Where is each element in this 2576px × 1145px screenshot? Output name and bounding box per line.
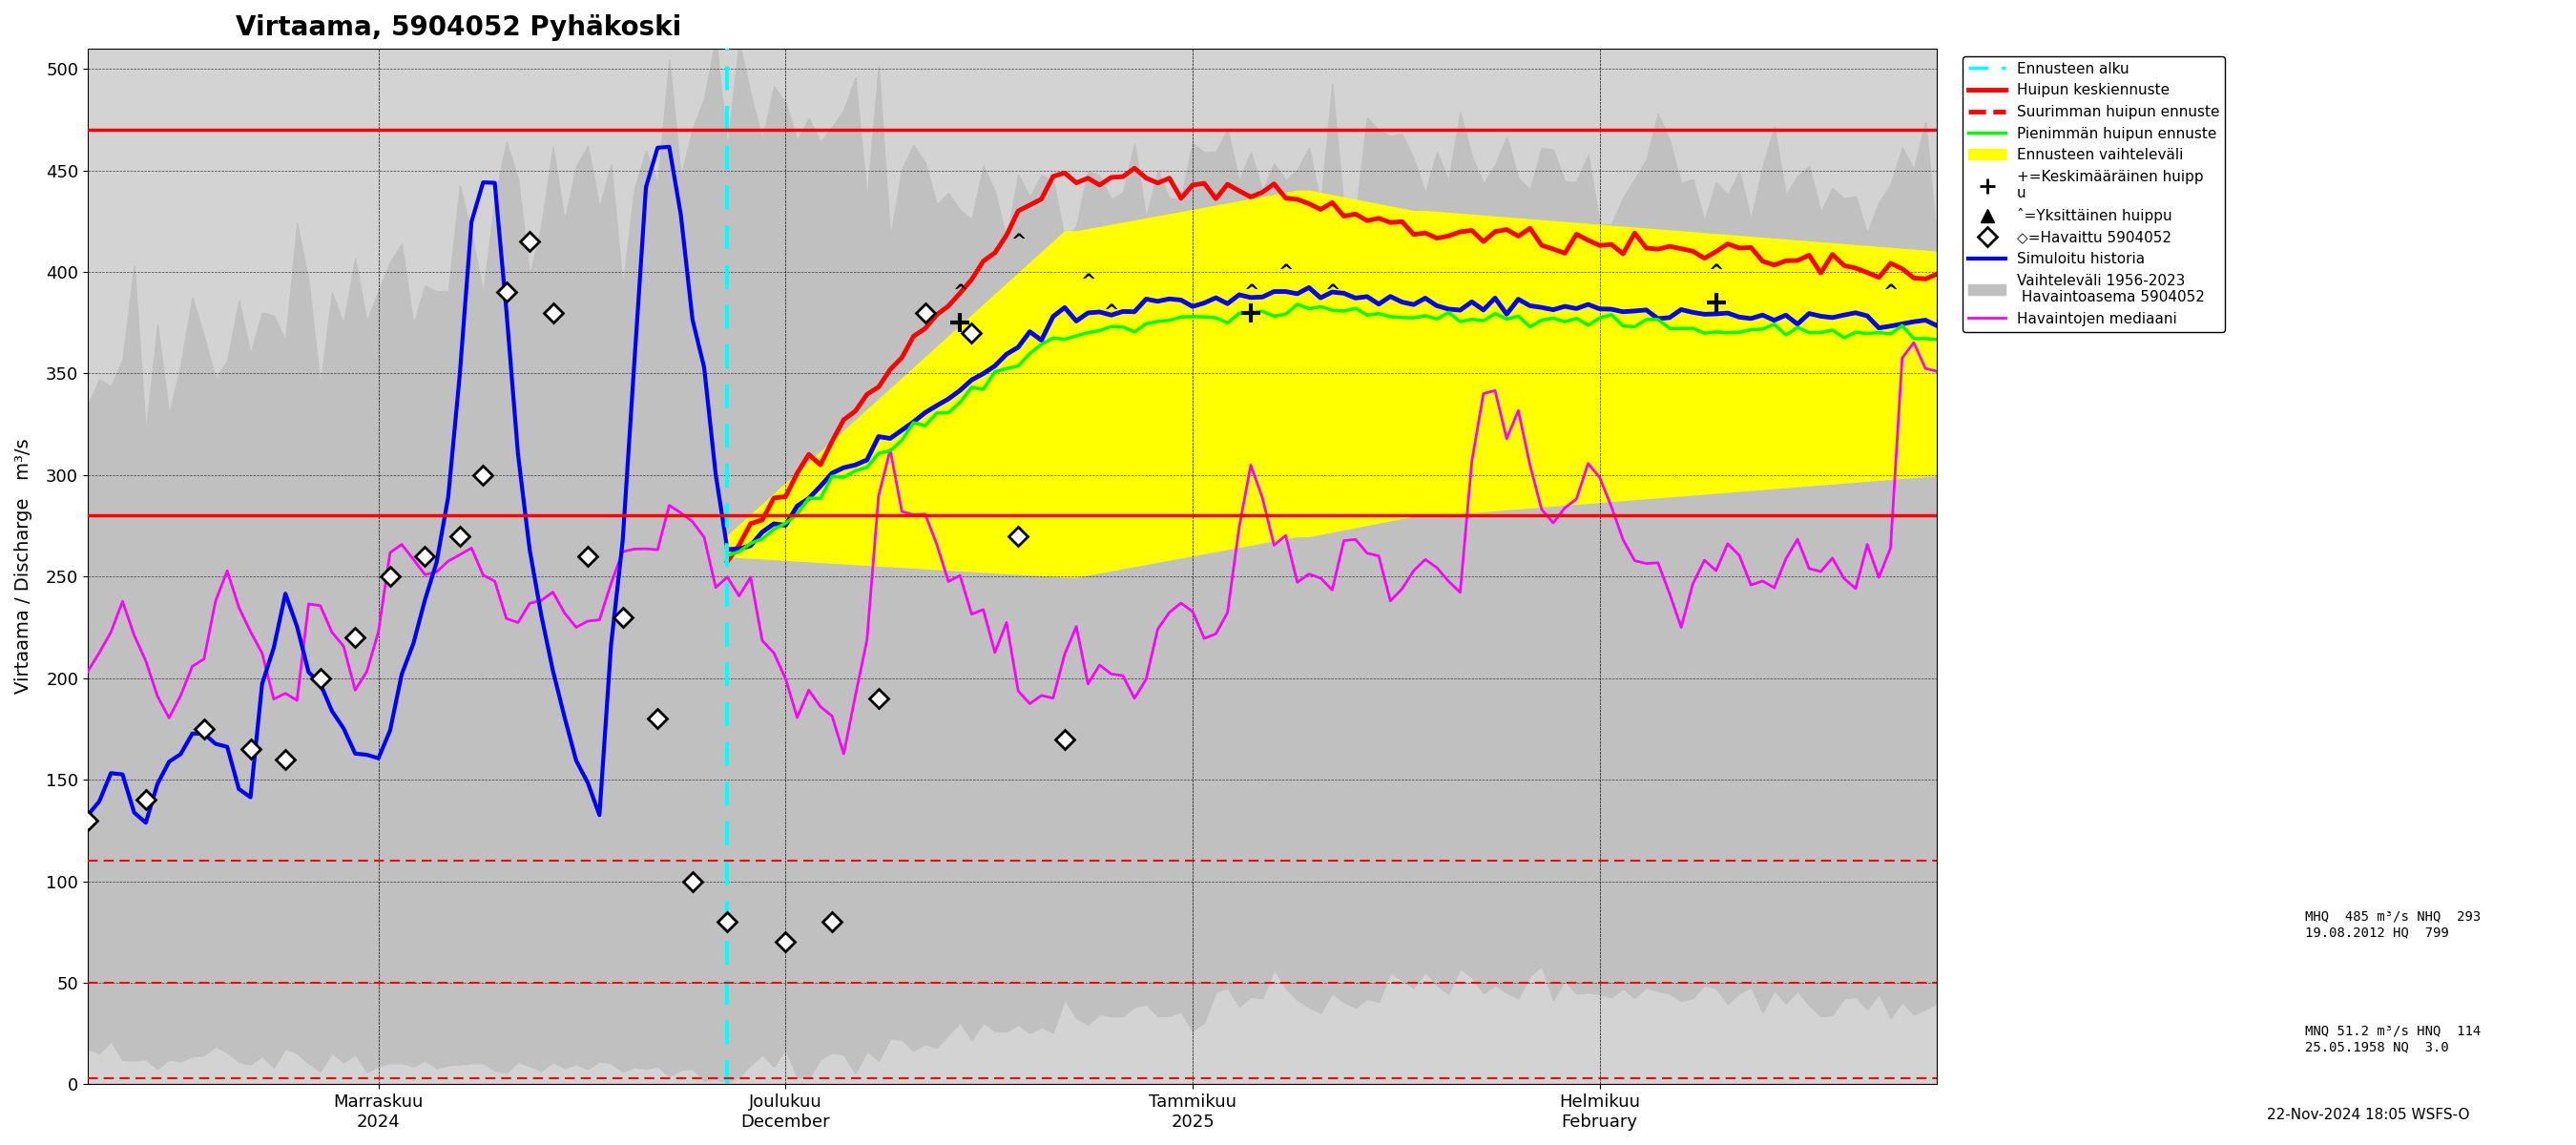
Text: ^: ^ bbox=[1883, 283, 1899, 301]
Text: ^: ^ bbox=[1103, 303, 1118, 322]
Text: ^: ^ bbox=[953, 283, 969, 301]
Text: ^: ^ bbox=[1244, 283, 1260, 301]
Text: MHQ  485 m³/s NHQ  293
19.08.2012 HQ  799: MHQ 485 m³/s NHQ 293 19.08.2012 HQ 799 bbox=[2306, 910, 2481, 939]
Text: ^: ^ bbox=[1708, 263, 1723, 281]
Text: Virtaama, 5904052 Pyhäkoski: Virtaama, 5904052 Pyhäkoski bbox=[234, 14, 683, 41]
Text: 22-Nov-2024 18:05 WSFS-O: 22-Nov-2024 18:05 WSFS-O bbox=[2267, 1108, 2470, 1122]
Text: MNQ 51.2 m³/s HNQ  114
25.05.1958 NQ  3.0: MNQ 51.2 m³/s HNQ 114 25.05.1958 NQ 3.0 bbox=[2306, 1025, 2481, 1053]
Legend: Ennusteen alku, Huipun keskiennuste, Suurimman huipun ennuste, Pienimmän huipun : Ennusteen alku, Huipun keskiennuste, Suu… bbox=[1963, 56, 2226, 332]
Text: ^: ^ bbox=[1278, 263, 1293, 281]
Y-axis label: Virtaama / Discharge   m³/s: Virtaama / Discharge m³/s bbox=[15, 439, 33, 694]
Text: ^: ^ bbox=[1324, 283, 1340, 301]
Text: ^: ^ bbox=[1010, 232, 1025, 251]
Text: ^: ^ bbox=[1079, 273, 1095, 291]
